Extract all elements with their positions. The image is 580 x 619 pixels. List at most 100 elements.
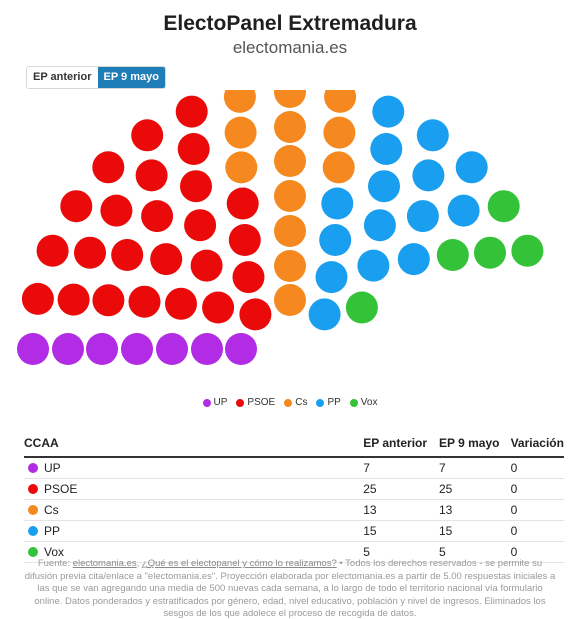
tab-ep-anterior[interactable]: EP anterior	[27, 67, 98, 88]
legend-label-pp: PP	[327, 397, 341, 408]
page-subtitle: electomania.es	[232, 38, 348, 57]
seat-psoe	[177, 133, 210, 165]
party-dot-pp	[28, 526, 38, 536]
seat-vox	[511, 234, 544, 267]
header-ccaa: CCAA	[24, 432, 364, 458]
party-name: Cs	[44, 503, 59, 517]
change-cell: 0	[510, 541, 564, 563]
change-cell: 0	[510, 499, 564, 521]
current-cell: 5	[438, 541, 511, 563]
party-dot-cs	[28, 505, 38, 515]
party-name: Vox	[44, 545, 65, 559]
current-cell: 7	[438, 457, 511, 479]
seat-vox	[487, 190, 520, 223]
seat-psoe	[239, 298, 272, 331]
table-header-row: CCAA EP anterior EP 9 mayo Variación	[24, 432, 564, 458]
seat-cs	[274, 180, 306, 212]
seat-psoe	[184, 209, 217, 242]
previous-cell: 5	[363, 541, 439, 563]
seat-pp	[406, 200, 439, 233]
seat-psoe	[21, 282, 54, 315]
seat-psoe	[175, 95, 208, 128]
seat-pp	[321, 187, 354, 220]
party-cell: Vox	[24, 541, 364, 563]
seat-pp	[370, 133, 403, 165]
change-cell: 0	[510, 478, 564, 500]
seat-psoe	[92, 284, 125, 317]
results-table: CCAA EP anterior EP 9 mayo Variación UP …	[24, 432, 564, 563]
seat-cs	[225, 151, 258, 184]
party-cell: UP	[24, 457, 364, 479]
seat-psoe	[60, 190, 93, 223]
seat-psoe	[131, 119, 164, 152]
seat-cs	[323, 116, 356, 149]
legend-swatch-cs	[284, 398, 293, 407]
chart-legend: UP PSOE Cs PP Vox	[0, 397, 580, 408]
seat-pp	[368, 170, 400, 203]
seat-psoe	[57, 283, 90, 316]
parliament-chart	[17, 90, 544, 365]
party-dot-vox	[28, 547, 38, 557]
legend-item-up[interactable]: UP	[202, 397, 228, 408]
seat-cs	[274, 250, 306, 282]
seat-up	[191, 333, 223, 365]
party-cell: Cs	[24, 499, 364, 521]
table-row: PP 15 15 0	[24, 520, 564, 542]
party-name: PSOE	[44, 482, 78, 496]
legend-item-pp[interactable]: PP	[316, 397, 341, 408]
seat-psoe	[74, 236, 106, 269]
seat-psoe	[100, 194, 133, 227]
seat-psoe	[226, 187, 259, 220]
legend-label-up: UP	[213, 397, 228, 408]
party-dot-psoe	[28, 484, 38, 494]
tab-ep-9-mayo[interactable]: EP 9 mayo	[97, 67, 165, 88]
seat-cs	[223, 90, 256, 113]
seat-up	[156, 333, 188, 365]
seat-psoe	[128, 285, 161, 318]
seat-cs	[274, 284, 306, 316]
legend-swatch-pp	[316, 398, 325, 407]
seat-cs	[274, 90, 306, 108]
seat-psoe	[228, 224, 261, 256]
party-cell: PSOE	[24, 478, 364, 500]
party-name: UP	[44, 461, 61, 475]
previous-cell: 13	[363, 499, 439, 521]
period-toggle: EP anterior EP 9 mayo	[26, 66, 166, 89]
footer-body: • Todos los derechos reservados - se per…	[24, 558, 556, 619]
seat-up	[86, 333, 118, 365]
table-row: Cs 13 13 0	[24, 499, 564, 521]
seat-up	[52, 333, 84, 365]
header-variacion: Variación	[510, 432, 564, 458]
legend-label-cs: Cs	[295, 397, 308, 408]
previous-cell: 7	[363, 457, 439, 479]
seat-cs	[322, 151, 355, 184]
source-link[interactable]: electomania.es	[72, 558, 137, 569]
legend-label-psoe: PSOE	[247, 397, 276, 408]
about-electopanel-link[interactable]: ¿Qué es el electopanel y cómo lo realiza…	[141, 558, 337, 569]
seat-pp	[455, 151, 488, 184]
seat-psoe	[180, 170, 212, 203]
seat-up	[17, 333, 49, 365]
party-dot-up	[28, 463, 38, 473]
seat-psoe	[36, 234, 69, 267]
seat-pp	[363, 209, 396, 242]
legend-swatch-psoe	[236, 398, 245, 407]
legend-item-vox[interactable]: Vox	[349, 397, 377, 408]
seat-cs	[274, 215, 306, 247]
legend-item-psoe[interactable]: PSOE	[236, 397, 275, 408]
seat-up	[121, 333, 153, 365]
legend-item-cs[interactable]: Cs	[284, 397, 307, 408]
seat-pp	[319, 224, 352, 256]
seat-pp	[412, 159, 445, 192]
seat-psoe	[111, 239, 144, 271]
seat-cs	[224, 116, 257, 149]
party-name: PP	[44, 524, 61, 538]
seat-pp	[315, 261, 348, 294]
seat-psoe	[135, 159, 168, 192]
party-cell: PP	[24, 520, 364, 542]
legend-swatch-up	[202, 398, 211, 407]
seat-pp	[357, 249, 390, 282]
seat-vox	[474, 236, 506, 269]
seat-vox	[345, 291, 378, 324]
seat-pp	[308, 298, 341, 331]
